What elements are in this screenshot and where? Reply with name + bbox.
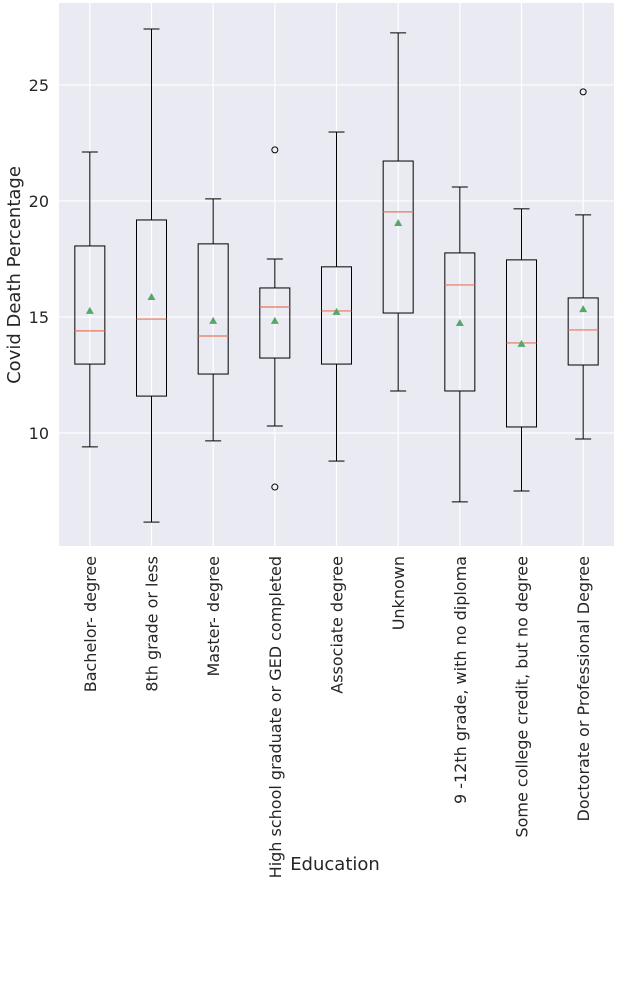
- mean-marker: [147, 293, 156, 301]
- mean-marker: [579, 305, 588, 313]
- y-axis-label: Covid Death Percentage: [4, 166, 25, 384]
- mean-marker: [394, 218, 403, 226]
- outlier: [271, 146, 279, 154]
- y-tick-label: 15: [29, 308, 49, 327]
- mean-marker: [332, 307, 341, 315]
- box: [567, 297, 599, 366]
- y-tick-label: 20: [29, 192, 49, 211]
- x-tick-label: Associate degree: [328, 556, 347, 694]
- outlier: [579, 88, 587, 96]
- mean-marker: [270, 316, 279, 324]
- mean-marker: [455, 318, 464, 326]
- x-tick-label: 8th grade or less: [143, 556, 162, 692]
- mean-marker: [85, 306, 94, 314]
- x-tick-label: 9 -12th grade, with no diploma: [451, 556, 470, 804]
- x-axis-label: Education: [290, 854, 380, 875]
- y-tick-label: 10: [29, 424, 49, 443]
- x-tick-label: High school graduate or GED completed: [266, 556, 285, 878]
- mean-marker: [517, 339, 526, 347]
- x-tick-label: Some college credit, but no degree: [513, 556, 532, 838]
- x-tick-label: Unknown: [389, 556, 408, 630]
- box: [444, 252, 476, 392]
- mean-marker: [209, 316, 218, 324]
- box: [197, 243, 229, 375]
- box: [259, 287, 291, 359]
- box: [74, 245, 106, 365]
- box: [136, 219, 167, 397]
- x-tick-label: Master- degree: [204, 556, 223, 677]
- x-tick-label: Bachelor- degree: [81, 556, 100, 692]
- box: [382, 160, 414, 314]
- box: [321, 266, 352, 365]
- outlier: [271, 483, 279, 491]
- x-tick-label: Doctorate or Professional Degree: [574, 556, 593, 821]
- y-tick-label: 25: [29, 76, 49, 95]
